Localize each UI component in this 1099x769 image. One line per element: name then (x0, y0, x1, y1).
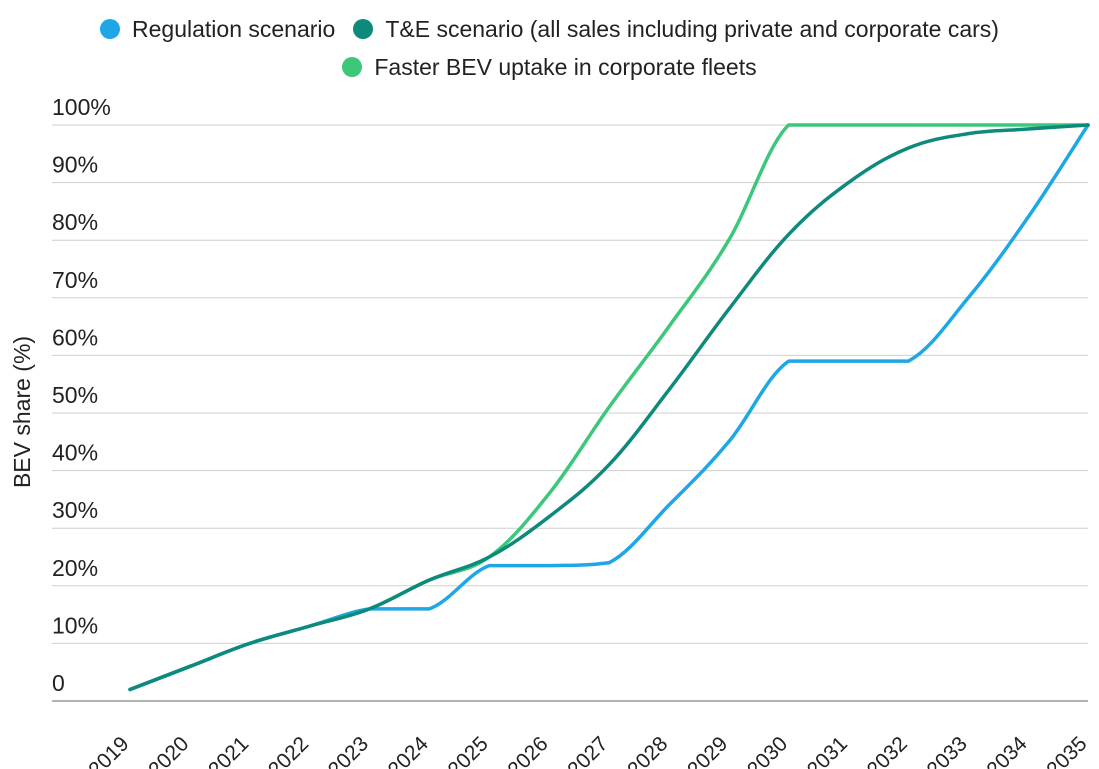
y-tick-label: 0 (52, 670, 65, 696)
y-tick-label: 30% (52, 497, 98, 523)
x-tick-label: 2021 (204, 732, 253, 769)
legend-item-te-scenario: T&E scenario (all sales including privat… (353, 10, 999, 48)
x-tick-label: 2025 (443, 732, 492, 769)
x-tick-label: 2031 (803, 732, 852, 769)
x-tick-label: 2028 (623, 732, 672, 769)
legend-label-regulation: Regulation scenario (132, 16, 336, 42)
legend-item-regulation: Regulation scenario (100, 10, 335, 48)
gridlines (52, 124, 1088, 702)
y-tick-label: 70% (52, 267, 98, 293)
y-tick-label: 90% (52, 152, 98, 178)
y-tick-label: 20% (52, 555, 98, 581)
x-tick-label: 2020 (144, 732, 193, 769)
legend-dot-regulation (100, 19, 121, 39)
y-tick-label: 40% (52, 440, 98, 466)
legend-dot-te-scenario (353, 19, 374, 39)
x-tick-label: 2023 (324, 732, 373, 769)
x-tick-label: 2026 (503, 732, 552, 769)
legend-row-1: Regulation scenario T&E scenario (all sa… (0, 10, 1099, 48)
x-tick-label: 2029 (683, 732, 732, 769)
x-tick-label: 2034 (982, 732, 1032, 769)
series-line-1 (128, 123, 1090, 692)
series-line-2 (128, 123, 1090, 692)
y-tick-label: 60% (52, 324, 98, 350)
x-tick-label: 2027 (563, 732, 612, 769)
y-tick-label: 50% (52, 382, 98, 408)
x-tick-label: 2030 (743, 732, 792, 769)
legend-label-te-scenario: T&E scenario (all sales including privat… (385, 16, 999, 42)
x-tick-label: 2035 (1042, 732, 1091, 769)
legend-dot-faster-bev (342, 57, 363, 77)
x-tick-label: 2024 (384, 732, 434, 769)
legend-item-faster-bev: Faster BEV uptake in corporate fleets (342, 48, 757, 86)
legend: Regulation scenario T&E scenario (all sa… (0, 10, 1099, 86)
x-tick-label: 2019 (84, 732, 133, 769)
y-tick-label: 10% (52, 612, 98, 638)
x-tick-label: 2032 (863, 732, 912, 769)
x-tick-labels: 2019 2020 2021 2022 2023 2024 2025 2026 2027 2028… (84, 732, 1091, 769)
legend-label-faster-bev: Faster BEV uptake in corporate fleets (374, 54, 757, 80)
y-axis-label: BEV share (%) (9, 336, 35, 488)
y-tick-labels: 0 10% 20% 30% 40% 50% 60% 70% 80% 90% 100% (52, 94, 111, 696)
legend-row-2: Faster BEV uptake in corporate fleets (0, 48, 1099, 86)
x-tick-label: 2022 (264, 732, 313, 769)
series-lines (128, 123, 1090, 692)
y-tick-label: 100% (52, 94, 111, 120)
x-tick-label: 2033 (922, 732, 971, 769)
y-tick-label: 80% (52, 209, 98, 235)
